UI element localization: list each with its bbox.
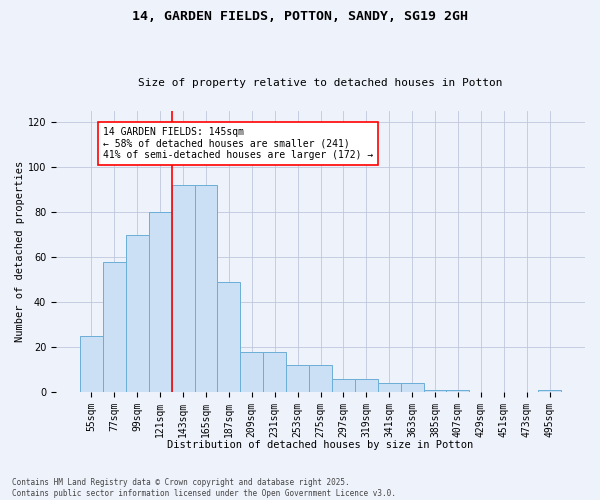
Title: Size of property relative to detached houses in Potton: Size of property relative to detached ho…	[138, 78, 503, 88]
Bar	[80, 336, 103, 392]
Text: 14, GARDEN FIELDS, POTTON, SANDY, SG19 2GH: 14, GARDEN FIELDS, POTTON, SANDY, SG19 2…	[132, 10, 468, 23]
Bar	[401, 383, 424, 392]
Bar	[126, 234, 149, 392]
Bar	[103, 262, 126, 392]
Y-axis label: Number of detached properties: Number of detached properties	[15, 161, 25, 342]
Bar	[149, 212, 172, 392]
Bar	[424, 390, 446, 392]
Bar	[332, 379, 355, 392]
Text: Contains HM Land Registry data © Crown copyright and database right 2025.
Contai: Contains HM Land Registry data © Crown c…	[12, 478, 396, 498]
Bar	[538, 390, 561, 392]
Bar	[309, 365, 332, 392]
Bar	[217, 282, 241, 392]
Bar	[172, 185, 194, 392]
X-axis label: Distribution of detached houses by size in Potton: Distribution of detached houses by size …	[167, 440, 473, 450]
Bar	[241, 352, 263, 392]
Bar	[355, 379, 378, 392]
Bar	[378, 383, 401, 392]
Bar	[286, 365, 309, 392]
Bar	[194, 185, 217, 392]
Bar	[263, 352, 286, 392]
Text: 14 GARDEN FIELDS: 145sqm
← 58% of detached houses are smaller (241)
41% of semi-: 14 GARDEN FIELDS: 145sqm ← 58% of detach…	[103, 126, 373, 160]
Bar	[446, 390, 469, 392]
